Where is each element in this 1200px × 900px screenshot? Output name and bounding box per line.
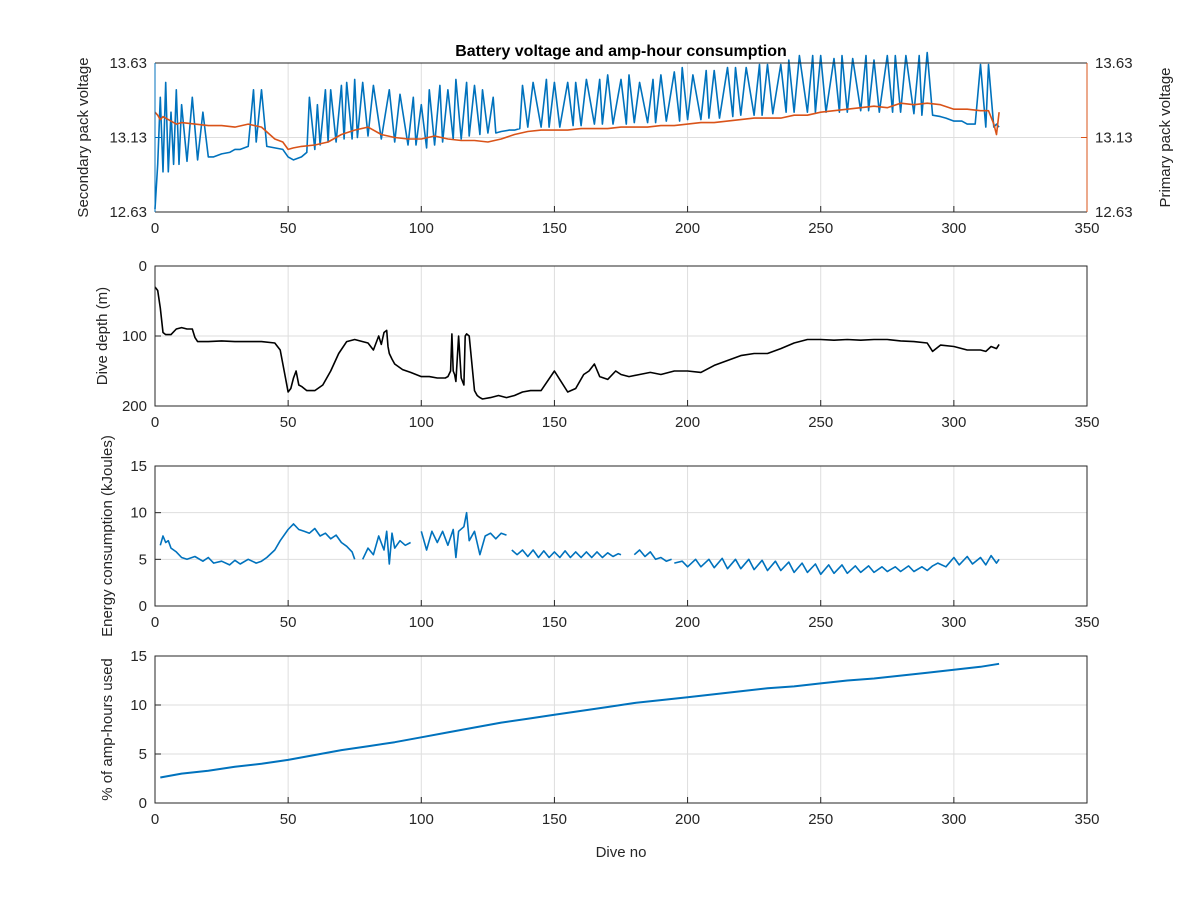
x-tick-label: 100: [409, 220, 434, 237]
y-right-axis-label: Primary pack voltage: [1157, 67, 1174, 207]
series-line: [633, 549, 672, 563]
x-tick-label: 200: [675, 414, 700, 431]
x-tick-label: 300: [941, 811, 966, 828]
axes-frame: [154, 465, 1088, 607]
x-tick-label: 150: [542, 414, 567, 431]
x-tick-label: 0: [151, 220, 159, 237]
y-tick-label: 200: [122, 398, 147, 415]
x-tick-label: 250: [808, 220, 833, 237]
x-tick-label: 250: [808, 811, 833, 828]
depth-panel: 0 50 100 150 200 250 300 350 0 100 200 Dive depth (…: [94, 258, 1100, 431]
x-tick-label: 350: [1074, 811, 1099, 828]
chart-title: Battery voltage and amp-hour consumption: [455, 43, 787, 60]
x-tick-label: 0: [151, 414, 159, 431]
x-tick-label: 200: [675, 811, 700, 828]
y-right-tick-label: 13.13: [1095, 130, 1133, 147]
x-tick-label: 350: [1074, 414, 1099, 431]
y-axis-label: Dive depth (m): [94, 287, 111, 385]
x-tick-label: 350: [1074, 220, 1099, 237]
y-tick-label: 13.63: [109, 55, 147, 72]
y-tick-label: 100: [122, 328, 147, 345]
series-line: [420, 511, 507, 559]
plot-area: [160, 662, 1000, 779]
y-right-tick-label: 13.63: [1095, 55, 1133, 72]
series-line: [160, 662, 1000, 779]
series-line: [511, 549, 622, 559]
x-tick-label: 50: [280, 811, 297, 828]
x-tick-label: 150: [542, 614, 567, 631]
series-line: [154, 102, 1000, 151]
x-axis-label: Dive no: [596, 844, 647, 861]
x-tick-label: 250: [808, 414, 833, 431]
x-tick-label: 200: [675, 614, 700, 631]
x-tick-label: 250: [808, 614, 833, 631]
x-tick-label: 100: [409, 811, 434, 828]
axes-frame: [154, 265, 1088, 407]
y-tick-label: 10: [130, 697, 147, 714]
x-tick-label: 300: [941, 414, 966, 431]
y-tick-label: 15: [130, 458, 147, 475]
x-tick-label: 0: [151, 614, 159, 631]
y-right-tick-label: 12.63: [1095, 204, 1133, 221]
y-tick-label: 13.13: [109, 130, 147, 147]
y-tick-label: 10: [130, 505, 147, 522]
series-line: [361, 530, 411, 565]
x-tick-label: 0: [151, 811, 159, 828]
energy-panel: 0 50 100 150 200 250 300 350 0 5 10 15 Energy consum…: [99, 435, 1100, 637]
plot-area: [154, 51, 1000, 210]
axes-frame: [154, 655, 1088, 804]
x-tick-label: 50: [280, 414, 297, 431]
y-tick-label: 0: [139, 598, 147, 615]
x-tick-label: 350: [1074, 614, 1099, 631]
y-axis-label: % of amp-hours used: [99, 658, 116, 801]
grid-lines: [154, 655, 1088, 804]
x-tick-label: 200: [675, 220, 700, 237]
y-tick-label: 12.63: [109, 204, 147, 221]
y-axis-label: Energy consumption (kJoules): [99, 435, 116, 637]
x-tick-label: 50: [280, 220, 297, 237]
y-tick-label: 5: [139, 551, 147, 568]
x-tick-label: 150: [542, 811, 567, 828]
y-tick-label: 0: [139, 795, 147, 812]
series-line: [154, 286, 1000, 400]
series-line: [674, 554, 1000, 576]
y-tick-label: 0: [139, 258, 147, 275]
plot-area: [159, 511, 1000, 576]
x-tick-label: 100: [409, 414, 434, 431]
x-tick-label: 300: [941, 614, 966, 631]
plot-area: [154, 286, 1000, 400]
x-tick-label: 300: [941, 220, 966, 237]
series-line: [159, 523, 356, 566]
x-tick-label: 50: [280, 614, 297, 631]
x-tick-label: 150: [542, 220, 567, 237]
grid-lines: [154, 265, 1088, 407]
amphours-panel: Dive no 0 50 100 150 200 250 300 350 0 5 10 15 % of …: [99, 648, 1100, 861]
grid-lines: [154, 465, 1088, 607]
voltage-panel: Battery voltage and amp-hour consumption…: [75, 43, 1174, 237]
x-tick-label: 100: [409, 614, 434, 631]
y-axis-label: Secondary pack voltage: [75, 57, 92, 217]
y-tick-label: 15: [130, 648, 147, 665]
series-line: [154, 51, 1000, 210]
y-tick-label: 5: [139, 746, 147, 763]
